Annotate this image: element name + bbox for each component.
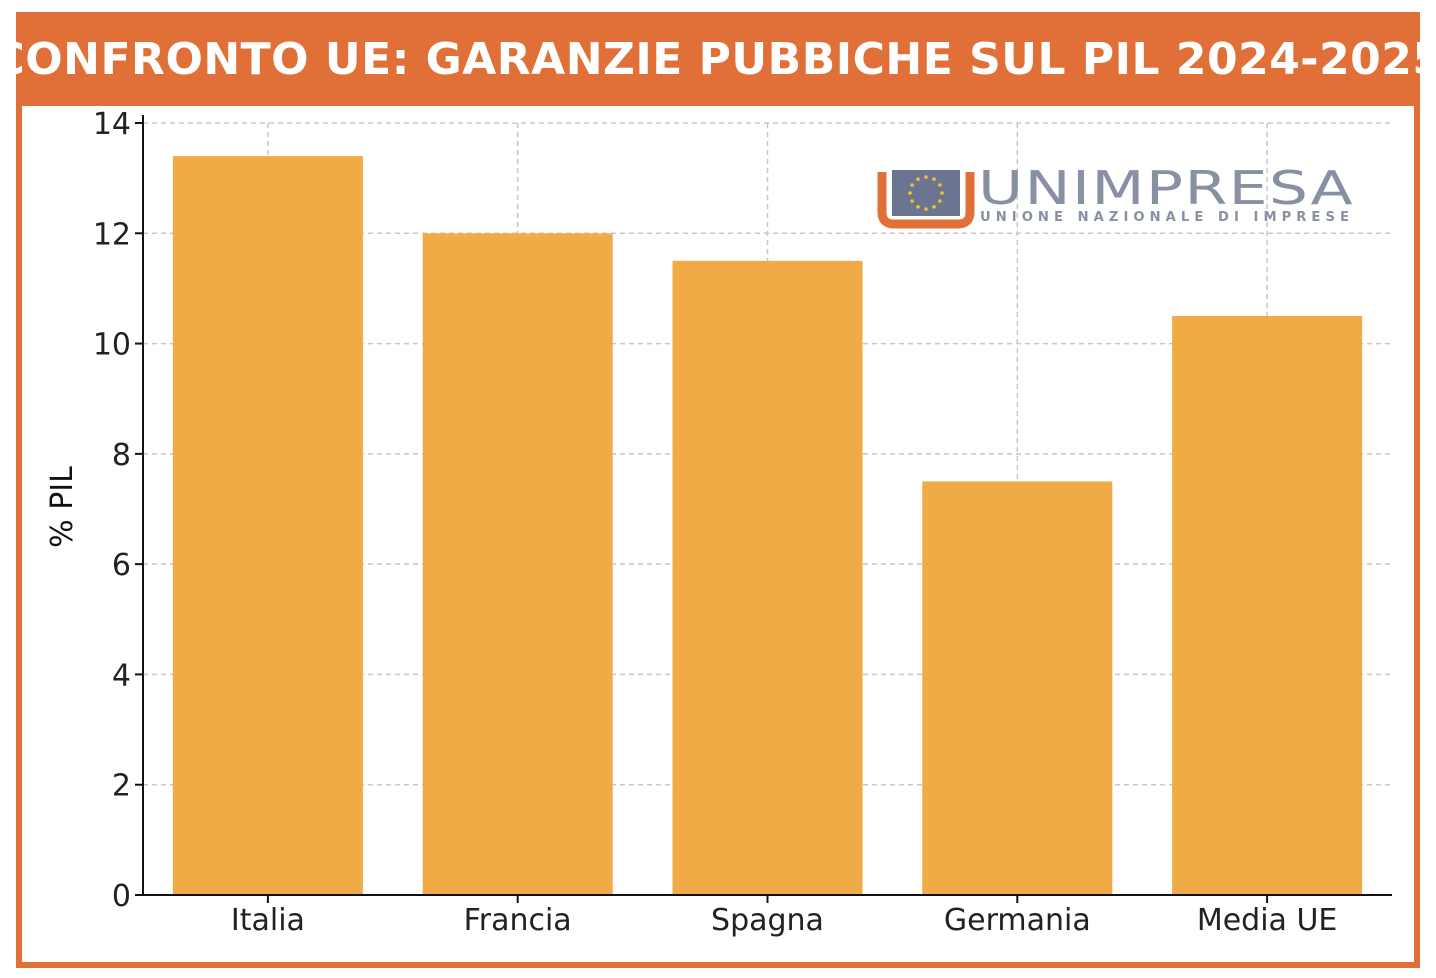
x-tick-labels: Italia Francia Spagna Germania Media UE: [231, 895, 1338, 938]
bar-francia: [422, 233, 613, 896]
page-title: CONFRONTO UE: GARANZIE PUBBICHE SUL PIL …: [0, 33, 1436, 85]
y-tick-label: 12: [93, 217, 131, 252]
title-banner: CONFRONTO UE: GARANZIE PUBBICHE SUL PIL …: [0, 12, 1436, 106]
star-icon: [938, 183, 942, 187]
bar-media-ue: [1172, 316, 1363, 895]
y-axis-title: % PIL: [45, 466, 80, 548]
bars: [172, 156, 1363, 896]
star-icon: [938, 199, 942, 203]
x-tick-label: Italia: [231, 903, 305, 938]
bar-italia: [172, 156, 363, 896]
star-icon: [910, 199, 914, 203]
star-icon: [940, 191, 944, 195]
y-tick-label: 8: [112, 438, 131, 473]
bar-spagna: [672, 260, 863, 895]
y-tick-labels: 0 2 4 6 8 10 12 14: [93, 107, 143, 914]
y-tick-label: 2: [112, 769, 131, 804]
star-icon: [932, 177, 936, 181]
x-tick-label: Francia: [464, 903, 572, 938]
x-tick-label: Media UE: [1197, 903, 1338, 938]
star-icon: [924, 207, 928, 211]
star-icon: [910, 183, 914, 187]
star-icon: [908, 191, 912, 195]
y-tick-label: 4: [112, 658, 131, 693]
y-tick-label: 0: [112, 879, 131, 914]
y-tick-label: 10: [93, 328, 131, 363]
x-tick-label: Germania: [944, 903, 1091, 938]
star-icon: [924, 175, 928, 179]
unimpresa-logo: UNIMPRESA UNIONE NAZIONALE DI IMPRESE: [877, 161, 1354, 229]
logo-tagline: UNIONE NAZIONALE DI IMPRESE: [980, 210, 1354, 225]
x-tick-label: Spagna: [711, 903, 824, 938]
y-tick-label: 6: [112, 548, 131, 583]
star-icon: [916, 205, 920, 209]
star-icon: [916, 177, 920, 181]
bar-germania: [922, 481, 1113, 895]
y-tick-label: 14: [93, 107, 131, 142]
eu-stars-emblem-icon: [877, 170, 975, 229]
logo-wordmark: UNIMPRESA: [978, 161, 1354, 215]
star-icon: [932, 205, 936, 209]
